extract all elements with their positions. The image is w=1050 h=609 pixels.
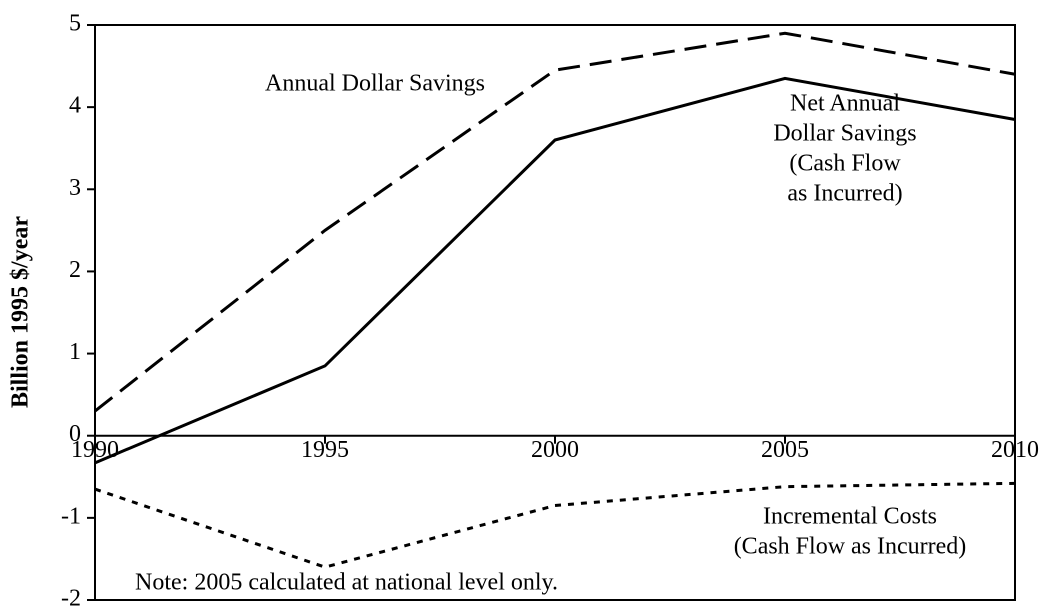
y-tick-label: 1 <box>69 339 81 365</box>
y-tick-label: -2 <box>61 586 81 609</box>
series-label: Annual Dollar Savings <box>265 71 485 97</box>
x-tick-label: 1990 <box>71 437 119 463</box>
series-label: (Cash Flow <box>789 151 901 177</box>
series-label: (Cash Flow as Incurred) <box>734 534 967 560</box>
series-label: Dollar Savings <box>773 121 916 147</box>
series-label: Net Annual <box>790 91 900 117</box>
line-series <box>94 31 1016 413</box>
series-label: as Incurred) <box>787 181 902 207</box>
x-tick-label: 2010 <box>991 437 1039 463</box>
y-axis-label: Billion 1995 $/year <box>8 216 34 408</box>
note: Note: 2005 calculated at national level … <box>135 570 558 596</box>
line-series <box>94 481 1016 569</box>
line-series <box>94 76 1016 465</box>
series-label: Incremental Costs <box>763 504 937 530</box>
y-tick-label: 3 <box>69 175 81 201</box>
plot-frame <box>94 24 1016 601</box>
y-tick-label: 2 <box>69 257 81 283</box>
y-tick-label: 5 <box>69 11 81 37</box>
y-tick-label: 0 <box>69 421 81 447</box>
x-tick-label: 1995 <box>301 437 349 463</box>
x-tick-label: 2005 <box>761 437 809 463</box>
y-tick-label: -1 <box>61 503 81 529</box>
x-tick-label: 2000 <box>531 437 579 463</box>
y-tick-label: 4 <box>69 93 81 119</box>
